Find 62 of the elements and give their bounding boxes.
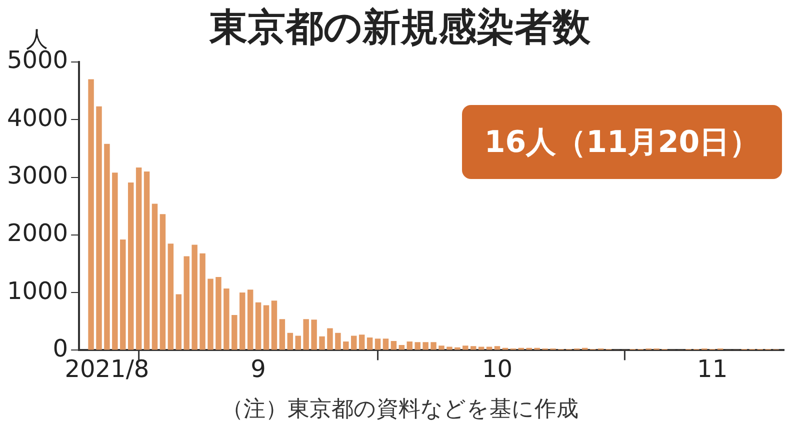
bar: [295, 336, 301, 350]
bar: [422, 342, 428, 350]
bar: [319, 336, 325, 350]
y-tick-label: 4000: [7, 104, 68, 132]
bar: [263, 305, 270, 350]
bar: [176, 294, 182, 350]
bar: [112, 172, 118, 350]
annotation: 16人（11月20日）: [462, 105, 782, 179]
bar: [327, 328, 333, 350]
bar: [406, 342, 412, 350]
chart-title: 東京都の新規感染者数: [210, 5, 590, 49]
bar: [224, 288, 230, 350]
bar: [104, 144, 110, 350]
bar: [216, 276, 222, 350]
bar: [478, 346, 484, 350]
text: （注）東京都の資料などを基に作成: [220, 396, 580, 424]
bar: [446, 346, 452, 350]
bar: [414, 342, 420, 350]
bar: [128, 182, 134, 350]
bar: [287, 332, 294, 350]
bar: [366, 338, 373, 350]
bar: [88, 79, 94, 350]
y-tick-label: 2000: [7, 219, 68, 248]
bar: [160, 214, 166, 350]
bar: [311, 320, 317, 350]
bar: [240, 292, 246, 350]
bar: [200, 253, 206, 350]
bar: [351, 336, 357, 350]
bar: [390, 340, 397, 350]
bar: [136, 167, 142, 350]
bar: [335, 332, 341, 350]
bar: [208, 278, 214, 350]
bar: [192, 244, 198, 350]
bar: [96, 106, 102, 350]
bar: [279, 319, 286, 350]
bar: [247, 290, 254, 350]
y-tick-label: 1000: [7, 276, 68, 305]
bar: [184, 256, 190, 350]
bar: [398, 345, 405, 350]
bar: [358, 334, 365, 350]
bar: [255, 302, 262, 350]
bar: [486, 346, 492, 350]
bar: [144, 172, 150, 350]
bar: [470, 346, 476, 350]
x-tick-label: 9: [250, 354, 266, 383]
bar: [232, 315, 238, 350]
bar: [382, 338, 389, 350]
bar: [430, 342, 436, 350]
bar: [462, 346, 468, 350]
x-tick-label: 2021/8: [64, 354, 150, 383]
x-tick-label: 10: [482, 354, 513, 383]
bar: [168, 244, 174, 350]
bar: [438, 346, 444, 350]
bar: [494, 346, 500, 350]
x-tick-label: 11: [697, 354, 728, 383]
bar: [303, 319, 309, 350]
bar: [152, 204, 158, 350]
bar: [343, 342, 349, 350]
bar: [271, 300, 278, 350]
bar: [374, 338, 381, 350]
bar: [120, 240, 126, 350]
y-tick-label: 3000: [7, 162, 68, 190]
